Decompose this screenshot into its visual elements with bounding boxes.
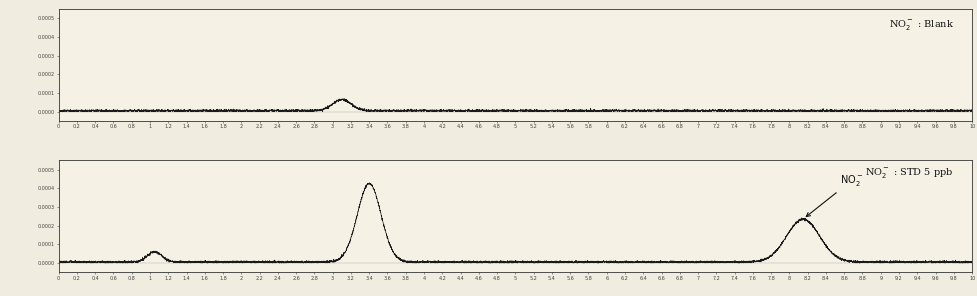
Text: NO$_2^-$: NO$_2^-$ [806,173,863,217]
Text: NO$_2^-$ : Blank: NO$_2^-$ : Blank [889,18,954,32]
Text: NO$_2^-$ : STD 5 ppb: NO$_2^-$ : STD 5 ppb [866,166,954,180]
